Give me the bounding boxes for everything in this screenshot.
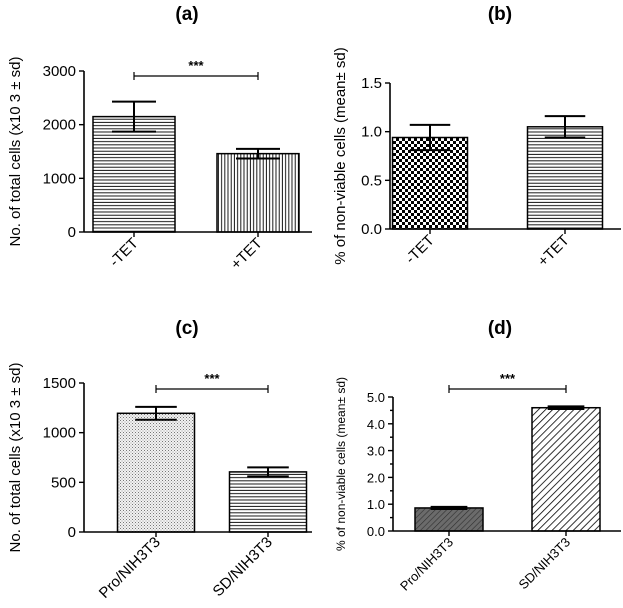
panel-d-x-tick-label-1: Pro/NIH3T3	[397, 535, 456, 594]
panel-c-y-tick-label: 0	[68, 524, 76, 541]
panel-c-y-tick-label: 1000	[43, 425, 76, 442]
panel-a-y-axis-label: No. of total cells (x10 3 ± sd)	[7, 57, 24, 247]
panel-a-bar-2	[216, 152, 300, 233]
panel-a-bar-1	[92, 115, 176, 233]
panel-a-title: (a)	[175, 4, 198, 25]
panel-d-x-tick-label-2: SD/NIH3T3	[516, 535, 574, 593]
panel-c-significance-label: ***	[204, 371, 220, 386]
panel-b-bar-1	[391, 136, 469, 230]
panel-c-x-tick-label-1: Pro/NIH3T3	[96, 534, 164, 602]
panel-d-bar-1	[414, 507, 484, 532]
panel-d-y-tick-label: 3.0	[367, 444, 385, 459]
panel-b-y-tick-label: 1.0	[361, 124, 382, 141]
panel-d-significance-label: ***	[500, 371, 516, 386]
panel-a-x-tick-label-1: -TET	[106, 235, 142, 271]
panel-d-y-axis-label: % of non-viable cells (mean± sd)	[334, 377, 348, 551]
panel-b-y-tick-label: 0.5	[361, 172, 382, 189]
panel-b-x-tick-label-2: +TET	[535, 232, 573, 270]
panel-c-bar-2	[228, 471, 308, 533]
panel-d-y-tick-label: 4.0	[367, 417, 385, 432]
panel-a-y-tick-label: 2000	[43, 117, 76, 134]
panel-d-y-tick-label: 0.0	[367, 524, 385, 539]
panel-d-y-tick-label: 2.0	[367, 470, 385, 485]
panel-c-y-tick-label: 500	[51, 474, 76, 491]
panel-a-y-tick-label: 3000	[43, 63, 76, 80]
panel-c-title: (c)	[175, 318, 198, 339]
panel-b-y-axis-label: % of non-viable cells (mean± sd)	[332, 47, 349, 265]
panel-a-y-tick-label: 1000	[43, 170, 76, 187]
panel-c-y-tick-label: 1500	[43, 375, 76, 392]
panel-d-y-tick-label: 1.0	[367, 497, 385, 512]
panel-c-x-tick-label-2: SD/NIH3T3	[210, 534, 276, 600]
panel-d-title: (d)	[488, 318, 512, 339]
panel-c-bar-1	[116, 412, 196, 533]
panel-a-x-tick-label-2: +TET	[228, 235, 266, 273]
panel-a-y-tick-label: 0	[68, 224, 76, 241]
panel-d-bar-2	[531, 406, 601, 532]
panel-b-y-tick-label: 0.0	[361, 221, 382, 238]
panel-c-y-axis-label: No. of total cells (x10 3 ± sd)	[7, 363, 24, 553]
panel-b-title: (b)	[488, 4, 512, 25]
panel-b-bar-2	[526, 126, 604, 230]
panel-b-y-tick-label: 1.5	[361, 75, 382, 92]
panel-b-x-tick-label-1: -TET	[402, 232, 438, 268]
panel-a-significance-label: ***	[188, 58, 204, 73]
panel-d-y-tick-label: 5.0	[367, 390, 385, 405]
